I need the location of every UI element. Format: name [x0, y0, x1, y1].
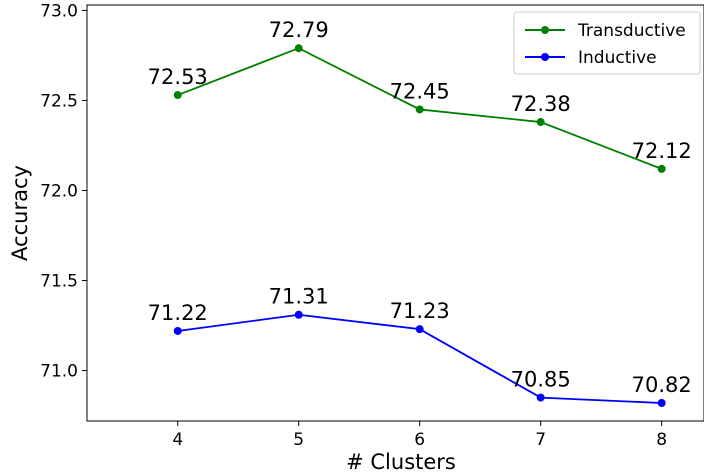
data-point-transductive — [415, 105, 424, 114]
data-label-transductive: 72.45 — [390, 79, 450, 103]
y-axis-title: Accuracy — [8, 165, 32, 261]
x-tick-label: 7 — [535, 430, 546, 450]
data-point-transductive — [173, 91, 182, 100]
x-tick-label: 4 — [172, 430, 183, 450]
legend-label-transductive: Transductive — [577, 21, 686, 41]
legend-entry-inductive: Inductive — [525, 48, 657, 68]
data-label-inductive: 70.82 — [632, 373, 692, 397]
data-point-inductive — [294, 310, 303, 319]
data-label-layer: 72.53 72.79 72.45 72.38 72.12 71.22 71.31 71.23… — [148, 18, 692, 397]
legend-label-inductive: Inductive — [578, 48, 657, 68]
data-point-inductive — [415, 325, 424, 334]
y-tick-label: 72.5 — [40, 91, 78, 111]
y-tick-label: 73.0 — [40, 1, 78, 21]
legend-marker-inductive — [541, 53, 549, 61]
data-label-inductive: 71.22 — [148, 301, 208, 325]
data-point-transductive — [536, 118, 545, 127]
data-label-inductive: 71.23 — [390, 299, 450, 323]
x-tick-label: 8 — [656, 430, 667, 450]
x-tick-label: 5 — [293, 430, 304, 450]
data-label-transductive: 72.38 — [511, 92, 571, 116]
legend-entry-transductive: Transductive — [525, 21, 686, 41]
axis-layer: 4 5 6 7 8 71.0 71.5 72.0 72.5 73.0 — [40, 1, 667, 450]
data-point-inductive — [657, 398, 666, 407]
data-point-transductive — [657, 164, 666, 173]
data-point-transductive — [294, 44, 303, 53]
series-layer — [173, 44, 666, 407]
legend-marker-transductive — [541, 26, 549, 34]
data-label-transductive: 72.79 — [269, 18, 329, 42]
data-point-inductive — [173, 326, 182, 335]
data-label-inductive: 70.85 — [511, 368, 571, 392]
data-label-transductive: 72.12 — [632, 139, 692, 163]
legend: Transductive Inductive — [513, 11, 701, 75]
x-tick-label: 6 — [414, 430, 425, 450]
y-tick-label: 71.5 — [40, 272, 78, 292]
data-label-transductive: 72.53 — [148, 65, 208, 89]
data-point-inductive — [536, 393, 545, 402]
y-tick-label: 72.0 — [40, 181, 78, 201]
legend-box — [513, 11, 701, 75]
data-label-inductive: 71.31 — [269, 285, 329, 309]
x-axis-title: # Clusters — [346, 450, 456, 474]
y-tick-label: 71.0 — [40, 362, 78, 382]
plot-frame — [86, 4, 704, 422]
